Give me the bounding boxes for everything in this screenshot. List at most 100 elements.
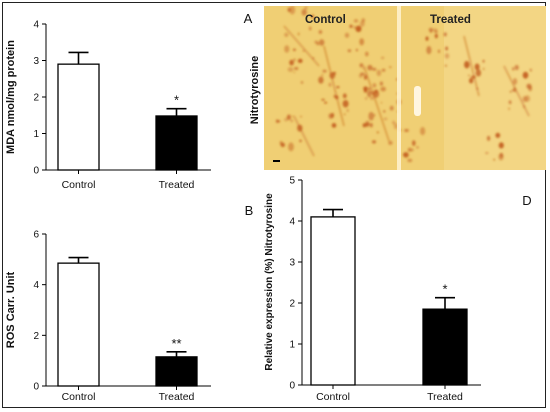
panel-letter: D xyxy=(522,193,531,208)
y-tick-label: 0 xyxy=(33,382,39,393)
stain-speck xyxy=(383,117,388,121)
micrograph-label-treated: Treated xyxy=(430,14,471,26)
stain-streak xyxy=(293,115,315,157)
stain-speck xyxy=(498,142,504,149)
stain-speck xyxy=(389,66,392,69)
stain-speck xyxy=(300,81,304,84)
stain-speck xyxy=(289,59,294,66)
stain-speck xyxy=(486,135,491,141)
stain-speck xyxy=(388,140,393,145)
stain-speck xyxy=(293,71,296,74)
stain-speck xyxy=(464,61,470,69)
stain-streak xyxy=(503,65,530,117)
stain-speck xyxy=(522,71,529,79)
stain-speck xyxy=(297,58,303,64)
stain-speck xyxy=(498,153,504,161)
bar-treated xyxy=(155,115,198,171)
category-label: Treated xyxy=(159,179,195,191)
stain-speck xyxy=(526,83,532,89)
category-label: Treated xyxy=(159,391,195,403)
stain-speck xyxy=(368,87,371,91)
panel-letter: B xyxy=(245,203,254,218)
y-tick-label: 4 xyxy=(33,280,39,291)
y-tick-label: 1 xyxy=(289,340,295,351)
micrograph-image xyxy=(264,6,546,170)
y-tick-label: 5 xyxy=(289,176,295,187)
y-tick-label: 3 xyxy=(289,258,295,269)
stain-speck xyxy=(508,107,511,111)
stain-speck xyxy=(367,64,373,71)
stain-speck xyxy=(322,69,327,73)
stain-speck xyxy=(349,24,353,28)
stain-speck xyxy=(364,97,368,100)
stain-speck xyxy=(475,69,482,77)
stain-streak xyxy=(363,65,390,142)
stain-speck xyxy=(408,149,411,151)
scale-bar xyxy=(273,160,280,162)
y-tick-label: 3 xyxy=(33,56,39,67)
stain-speck xyxy=(292,48,296,51)
stain-speck xyxy=(328,113,334,119)
chart-panel-d: 0 1 2 3 4 5 Relative expression (%) Nitrotyros… xyxy=(264,176,532,404)
stain-speck xyxy=(444,64,447,67)
stain-speck xyxy=(529,68,532,72)
y-tick-label: 1 xyxy=(33,129,39,140)
micrograph-label-control: Control xyxy=(305,14,346,26)
stain-speck xyxy=(434,33,438,39)
stain-speck xyxy=(495,132,501,138)
stain-speck xyxy=(286,114,291,120)
stain-speck xyxy=(428,27,433,32)
stain-speck xyxy=(511,89,514,92)
stain-speck xyxy=(321,74,324,77)
stain-speck xyxy=(311,14,315,19)
chart-panel-a: 0 1 2 3 4 MDA nmol/mg protein Control * Treated A xyxy=(5,11,253,191)
stain-speck xyxy=(290,119,294,123)
stain-speck xyxy=(512,67,515,69)
stain-speck xyxy=(300,115,302,118)
stain-speck xyxy=(369,123,373,128)
stain-speck xyxy=(359,38,365,46)
stain-speck xyxy=(284,32,289,37)
stain-speck xyxy=(289,6,296,15)
stain-speck xyxy=(407,158,413,163)
stain-speck xyxy=(347,49,352,53)
stain-speck xyxy=(333,94,336,98)
micrograph-vessel xyxy=(414,86,421,116)
stain-speck xyxy=(365,120,370,128)
y-axis-label: MDA nmol/mg protein xyxy=(5,40,17,154)
y-axis-label: Relative expression (%) Nitrotyrosine xyxy=(264,193,275,371)
stain-speck xyxy=(416,146,419,149)
panel-letter: A xyxy=(244,11,253,26)
stain-speck xyxy=(370,96,374,100)
significance-marker: ** xyxy=(171,336,181,351)
stain-speck xyxy=(302,50,305,52)
stain-speck xyxy=(468,74,470,77)
micrograph-stain-layer xyxy=(275,6,533,163)
stain-speck xyxy=(342,100,349,108)
stain-speck xyxy=(469,77,474,84)
stain-speck xyxy=(522,96,528,103)
bar-treated xyxy=(422,308,468,386)
stain-speck xyxy=(328,82,332,87)
stain-streak xyxy=(283,25,320,67)
stain-speck xyxy=(287,67,294,72)
stain-speck xyxy=(318,76,324,84)
stain-speck xyxy=(512,78,518,85)
micrograph-panel-c: Control Treated xyxy=(264,6,546,170)
stain-speck xyxy=(365,51,369,57)
stain-speck xyxy=(343,113,346,116)
stain-speck xyxy=(309,26,312,31)
stain-speck xyxy=(314,40,318,44)
stain-speck xyxy=(331,123,337,128)
stain-speck xyxy=(319,39,325,46)
stain-speck xyxy=(393,123,398,130)
category-label: Control xyxy=(316,391,350,403)
stain-speck xyxy=(284,45,290,53)
stain-speck xyxy=(373,114,376,117)
stain-speck xyxy=(392,120,395,125)
stain-speck xyxy=(288,142,294,152)
stain-speck xyxy=(376,131,379,134)
y-tick-label: 4 xyxy=(289,217,295,228)
stain-speck xyxy=(371,140,377,144)
